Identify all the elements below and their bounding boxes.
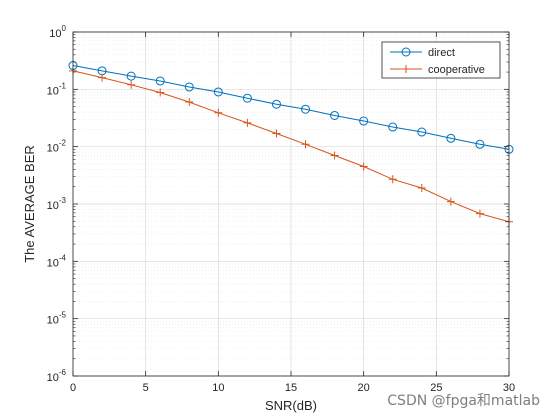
data-point-cooperative — [214, 108, 223, 117]
legend-marker-cooperative-icon — [402, 65, 410, 73]
y-tick-label: 10-4 — [47, 253, 67, 269]
data-point-cooperative — [272, 129, 281, 138]
data-point-cooperative — [185, 98, 194, 107]
y-tick-label: 10-6 — [47, 368, 67, 384]
data-point-direct — [475, 139, 485, 149]
data-point-cooperative — [98, 73, 107, 82]
ticks — [72, 31, 510, 377]
legend-box — [381, 41, 501, 79]
legend-entry-cooperative: cooperative — [390, 64, 485, 76]
data-point-cooperative — [388, 175, 397, 184]
legend: direct cooperative — [381, 41, 501, 79]
data-point-cooperative — [301, 140, 310, 149]
data-point-direct — [242, 93, 252, 103]
data-point-direct — [301, 104, 311, 114]
series-layer — [68, 61, 514, 226]
data-point-cooperative — [475, 209, 484, 218]
data-point-cooperative — [156, 88, 165, 97]
series-line-cooperative — [72, 70, 510, 223]
data-point-direct — [184, 82, 194, 92]
data-point-direct — [155, 76, 165, 86]
y-tick-label: 10-5 — [47, 311, 67, 327]
data-point-cooperative — [330, 151, 339, 160]
legend-label-cooperative: cooperative — [428, 64, 485, 76]
data-point-cooperative — [127, 80, 136, 89]
x-tick-label: 10 — [212, 382, 224, 394]
y-tick-label: 10-3 — [47, 196, 67, 212]
legend-label-direct: direct — [428, 47, 455, 59]
x-tick-labels: 0 5 10 15 20 25 30 — [70, 382, 515, 394]
y-tick-label: 100 — [49, 24, 66, 40]
legend-entry-direct: direct — [390, 47, 455, 59]
data-point-cooperative — [417, 184, 426, 193]
data-point-cooperative — [359, 162, 368, 171]
data-point-direct — [359, 116, 369, 126]
x-tick-label: 0 — [70, 382, 76, 394]
y-tick-label: 10-1 — [47, 81, 67, 97]
y-tick-labels: 100 10-1 10-2 10-3 10-4 10-5 10-6 — [47, 24, 67, 384]
watermark: CSDN @fpga和matlab — [387, 393, 540, 409]
series-line-direct — [72, 65, 510, 150]
data-point-direct — [446, 133, 456, 143]
y-tick-label: 10-2 — [47, 139, 67, 155]
x-axis-label: SNR(dB) — [265, 398, 317, 413]
data-point-direct — [417, 127, 427, 137]
y-axis-label: The AVERAGE BER — [22, 145, 37, 263]
data-point-direct — [330, 110, 340, 120]
data-point-direct — [271, 99, 281, 109]
x-tick-label: 15 — [285, 382, 297, 394]
data-point-direct — [126, 71, 136, 81]
legend-marker-direct-icon — [401, 47, 411, 57]
x-tick-label: 20 — [358, 382, 370, 394]
x-tick-label: 25 — [430, 382, 442, 394]
data-point-cooperative — [446, 197, 455, 206]
x-tick-label: 30 — [503, 382, 515, 394]
data-point-cooperative — [243, 118, 252, 127]
x-tick-label: 5 — [143, 382, 149, 394]
data-point-direct — [388, 122, 398, 132]
data-point-direct — [213, 87, 223, 97]
